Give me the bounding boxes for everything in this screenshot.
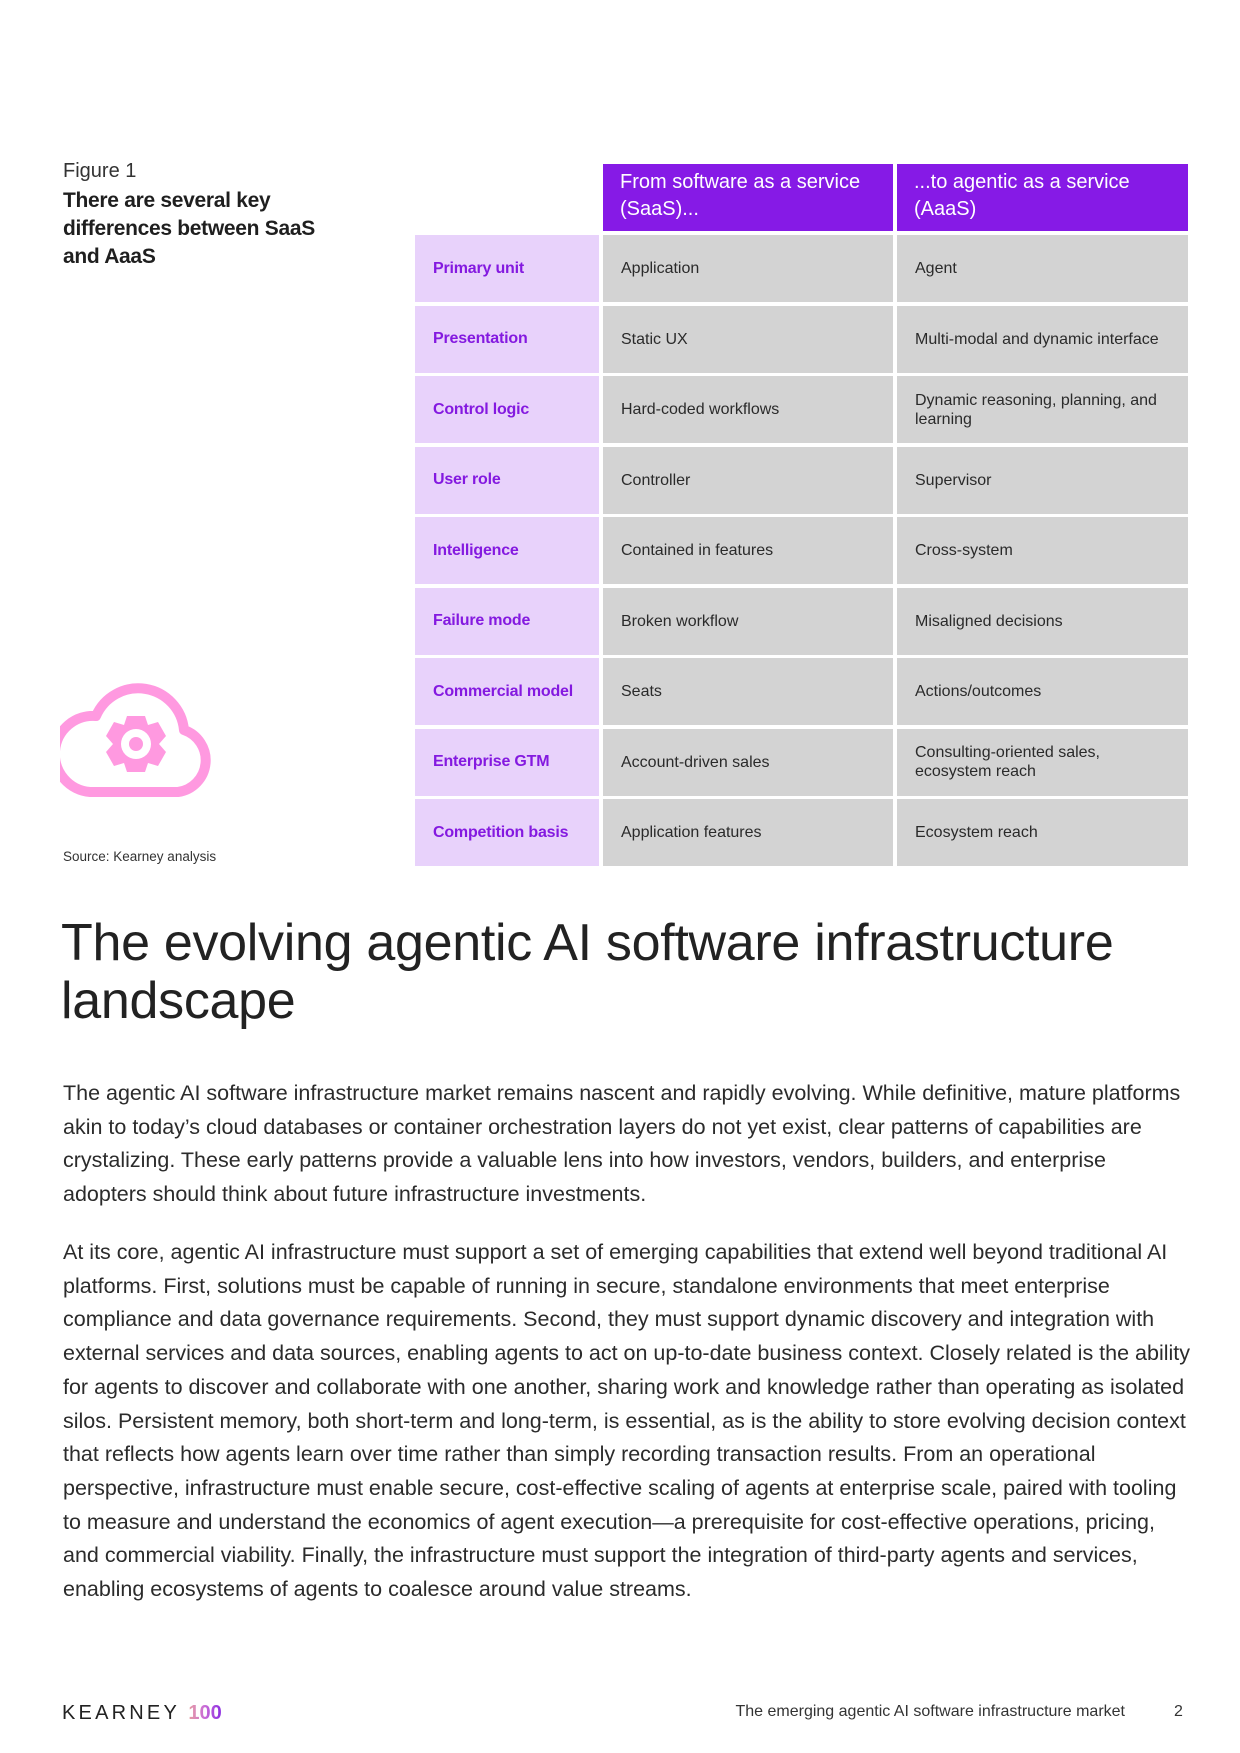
row-label: User role <box>415 446 599 514</box>
row-label: Control logic <box>415 376 599 443</box>
table-row: Presentation Static UX Multi-modal and dyn… <box>415 305 1188 373</box>
header-aaas: ...to agentic as a service (AaaS) <box>897 164 1188 231</box>
saas-cell: Contained in features <box>603 517 893 584</box>
footer-document-title: The emerging agentic AI software infrast… <box>735 1703 1125 1720</box>
aaas-cell: Consulting-oriented sales, ecosystem rea… <box>897 728 1188 796</box>
aaas-cell: Ecosystem reach <box>897 799 1188 866</box>
saas-cell: Hard-coded workflows <box>603 376 893 443</box>
kearney-logo: KEARNEY 100 <box>62 1702 222 1725</box>
saas-cell: Broken workflow <box>603 587 893 655</box>
cloud-gear-icon <box>60 683 211 797</box>
table-row: Control logic Hard-coded workflows Dynamic… <box>415 376 1188 443</box>
saas-cell: Controller <box>603 446 893 514</box>
logo-number: 100 <box>188 1702 222 1724</box>
aaas-cell: Misaligned decisions <box>897 587 1188 655</box>
row-label: Presentation <box>415 305 599 373</box>
table-row: Primary unit Application Agent <box>415 235 1188 302</box>
aaas-cell: Multi-modal and dynamic interface <box>897 305 1188 373</box>
header-saas: From software as a service (SaaS)... <box>603 164 893 231</box>
body-paragraph-2: At its core, agentic AI infrastructure m… <box>63 1240 1191 1602</box>
logo-word: KEARNEY <box>62 1702 180 1724</box>
saas-cell: Static UX <box>603 305 893 373</box>
figure-label: Figure 1 <box>63 160 137 182</box>
table-row: User role Controller Supervisor <box>415 446 1188 514</box>
row-label: Intelligence <box>415 517 599 584</box>
saas-cell: Seats <box>603 658 893 725</box>
figure-title: There are several key differences betwee… <box>63 189 315 268</box>
figure-source: Source: Kearney analysis <box>63 849 217 864</box>
page-number: 2 <box>1174 1703 1183 1720</box>
comparison-table: From software as a service (SaaS)... ...… <box>415 164 1188 870</box>
table-row: Competition basis Application features Eco… <box>415 799 1188 866</box>
saas-cell: Account-driven sales <box>603 728 893 796</box>
section-heading: The evolving agentic AI software infrast… <box>61 914 1114 1030</box>
body-paragraph-1: The agentic AI software infrastructure m… <box>63 1081 1181 1207</box>
aaas-cell: Dynamic reasoning, planning, and learnin… <box>897 376 1188 443</box>
saas-cell: Application <box>603 235 893 302</box>
header-blank-cell <box>415 164 599 231</box>
table-header-row: From software as a service (SaaS)... ...… <box>415 164 1188 231</box>
aaas-cell: Agent <box>897 235 1188 302</box>
table-row: Enterprise GTM Account-driven sales Consul… <box>415 728 1188 796</box>
aaas-cell: Supervisor <box>897 446 1188 514</box>
row-label: Competition basis <box>415 799 599 866</box>
row-label: Enterprise GTM <box>415 728 599 796</box>
aaas-cell: Actions/outcomes <box>897 658 1188 725</box>
table-row: Failure mode Broken workflow Misaligned de… <box>415 587 1188 655</box>
saas-cell: Application features <box>603 799 893 866</box>
table-row: Intelligence Contained in features Cross-s… <box>415 517 1188 584</box>
row-label: Commercial model <box>415 658 599 725</box>
aaas-cell: Cross-system <box>897 517 1188 584</box>
row-label: Primary unit <box>415 235 599 302</box>
table-row: Commercial model Seats Actions/outcomes <box>415 658 1188 725</box>
row-label: Failure mode <box>415 587 599 655</box>
